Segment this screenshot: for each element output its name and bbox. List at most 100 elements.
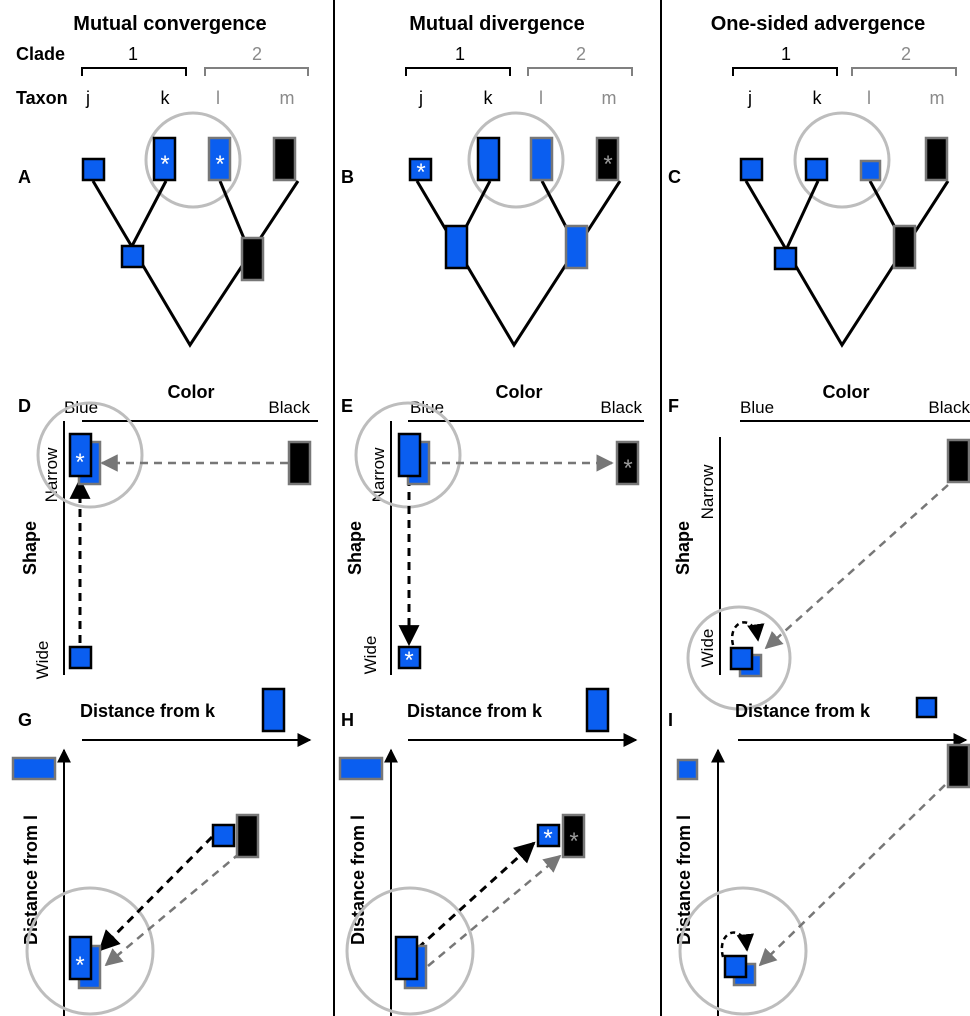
taxon-k-point xyxy=(68,935,93,981)
taxon-k-point xyxy=(397,432,422,478)
asterisk: * xyxy=(160,151,169,178)
branch-k xyxy=(784,180,820,251)
asterisk: * xyxy=(404,647,413,674)
shape-axis-title: Shape xyxy=(673,521,693,575)
taxon-m: m xyxy=(280,88,295,108)
tree-root-branches xyxy=(91,180,300,348)
morphospace-e: E Color Blue Black Shape Narrow Wide * * xyxy=(341,382,644,675)
ancestor-clade-2 xyxy=(892,224,917,270)
asterisk: * xyxy=(623,455,632,482)
clade-2-bracket xyxy=(851,67,957,76)
ancestor-clade-1 xyxy=(444,224,469,270)
ancestral-k-point xyxy=(68,645,93,670)
title-mutual-convergence: Mutual convergence xyxy=(73,13,266,35)
panel-label-c: C xyxy=(668,167,681,187)
reference-l-shape xyxy=(11,756,57,781)
panel-label-f: F xyxy=(668,396,679,416)
reference-l-shape xyxy=(676,758,699,781)
distance-plot-h: H Distance from k Distance from l * * xyxy=(338,687,638,1016)
asterisk: * xyxy=(416,159,425,186)
highlight-circle xyxy=(793,111,891,209)
ancestor-clade-1 xyxy=(773,246,798,271)
ancestral-k-point xyxy=(211,823,236,848)
morphospace-f: F Color Blue Black Shape Narrow Wide xyxy=(668,382,970,711)
clade-2-label: 2 xyxy=(576,44,586,64)
panel-label-g: G xyxy=(18,710,32,730)
tree-b: 1 2 j k l m B * * xyxy=(341,44,633,348)
taxon-k-point xyxy=(729,646,754,671)
panel-label-b: B xyxy=(341,167,354,187)
taxon-k: k xyxy=(161,88,171,108)
asterisk: * xyxy=(543,825,552,852)
panel-label-a: A xyxy=(18,167,31,187)
highlight-circle xyxy=(678,886,808,1016)
black-label: Black xyxy=(928,398,970,417)
taxon-j: j xyxy=(747,88,752,108)
wide-label: Wide xyxy=(33,641,52,680)
taxon-m-trait xyxy=(924,136,949,182)
taxon-label: Taxon xyxy=(16,88,68,108)
distance-plot-i: I Distance from k Distance from l xyxy=(668,696,970,1016)
clade-2-label: 2 xyxy=(252,44,262,64)
highlight-circle xyxy=(345,886,475,1016)
distance-plot-g: G Distance from k Distance from l * xyxy=(11,687,312,1016)
taxon-k-point xyxy=(723,954,748,979)
clade-1-bracket xyxy=(732,67,838,76)
black-label: Black xyxy=(268,398,310,417)
tree-c: 1 2 j k l m C xyxy=(668,44,957,348)
taxon-k: k xyxy=(484,88,494,108)
blue-label: Blue xyxy=(740,398,774,417)
asterisk: * xyxy=(215,151,224,178)
taxon-l-trait xyxy=(529,136,554,182)
distance-from-l-title: Distance from l xyxy=(348,815,368,945)
shape-axis-title: Shape xyxy=(20,521,40,575)
taxon-m: m xyxy=(930,88,945,108)
branch-k xyxy=(130,180,168,247)
clade-1-label: 1 xyxy=(128,44,138,64)
arrow-l-to-k xyxy=(764,484,949,650)
panel-label-i: I xyxy=(668,710,673,730)
arrow-k-divergence xyxy=(416,841,536,950)
taxon-j: j xyxy=(418,88,423,108)
ancestor-clade-1 xyxy=(120,244,145,269)
taxon-l: l xyxy=(216,88,220,108)
arrow-l-divergence xyxy=(427,854,562,967)
taxon-l-trait xyxy=(859,159,882,182)
clade-1-bracket xyxy=(405,67,511,76)
color-axis-title: Color xyxy=(168,382,215,402)
arrow-l-to-k xyxy=(758,784,946,967)
taxon-m: m xyxy=(602,88,617,108)
highlight-circle xyxy=(144,111,242,209)
taxon-k-trait xyxy=(804,157,829,182)
taxon-l-point xyxy=(561,813,586,859)
narrow-label: Narrow xyxy=(369,447,388,503)
taxon-j-trait xyxy=(739,157,764,182)
arrow-k-stasis xyxy=(720,931,755,958)
highlight-circle xyxy=(686,605,792,711)
ancestral-l-point xyxy=(946,438,970,484)
clade-1-bracket xyxy=(81,67,187,76)
taxon-k-point-wide xyxy=(397,645,422,670)
ancestor-clade-2 xyxy=(564,224,589,270)
clade-label: Clade xyxy=(16,44,65,64)
ancestral-k-point xyxy=(394,935,419,981)
clade-2-label: 2 xyxy=(901,44,911,64)
arrow-k-convergence xyxy=(98,835,214,952)
asterisk: * xyxy=(75,952,84,979)
arrow-l-convergence xyxy=(104,852,241,967)
taxon-m-trait xyxy=(595,136,620,182)
taxon-l: l xyxy=(867,88,871,108)
tree-a: Clade Taxon 1 2 j k l m A * * xyxy=(16,44,309,348)
highlight-circle xyxy=(467,111,565,209)
color-axis-title: Color xyxy=(823,382,870,402)
asterisk: * xyxy=(603,151,612,178)
taxon-l-trait xyxy=(207,136,232,182)
taxon-k-point xyxy=(68,432,93,478)
title-mutual-divergence: Mutual divergence xyxy=(409,13,585,35)
shape-axis-title: Shape xyxy=(345,521,365,575)
highlight-circle xyxy=(25,886,155,1016)
panel-label-h: H xyxy=(341,710,354,730)
distance-from-k-title: Distance from k xyxy=(80,701,216,721)
taxon-k: k xyxy=(813,88,823,108)
taxon-m-point xyxy=(615,440,640,486)
